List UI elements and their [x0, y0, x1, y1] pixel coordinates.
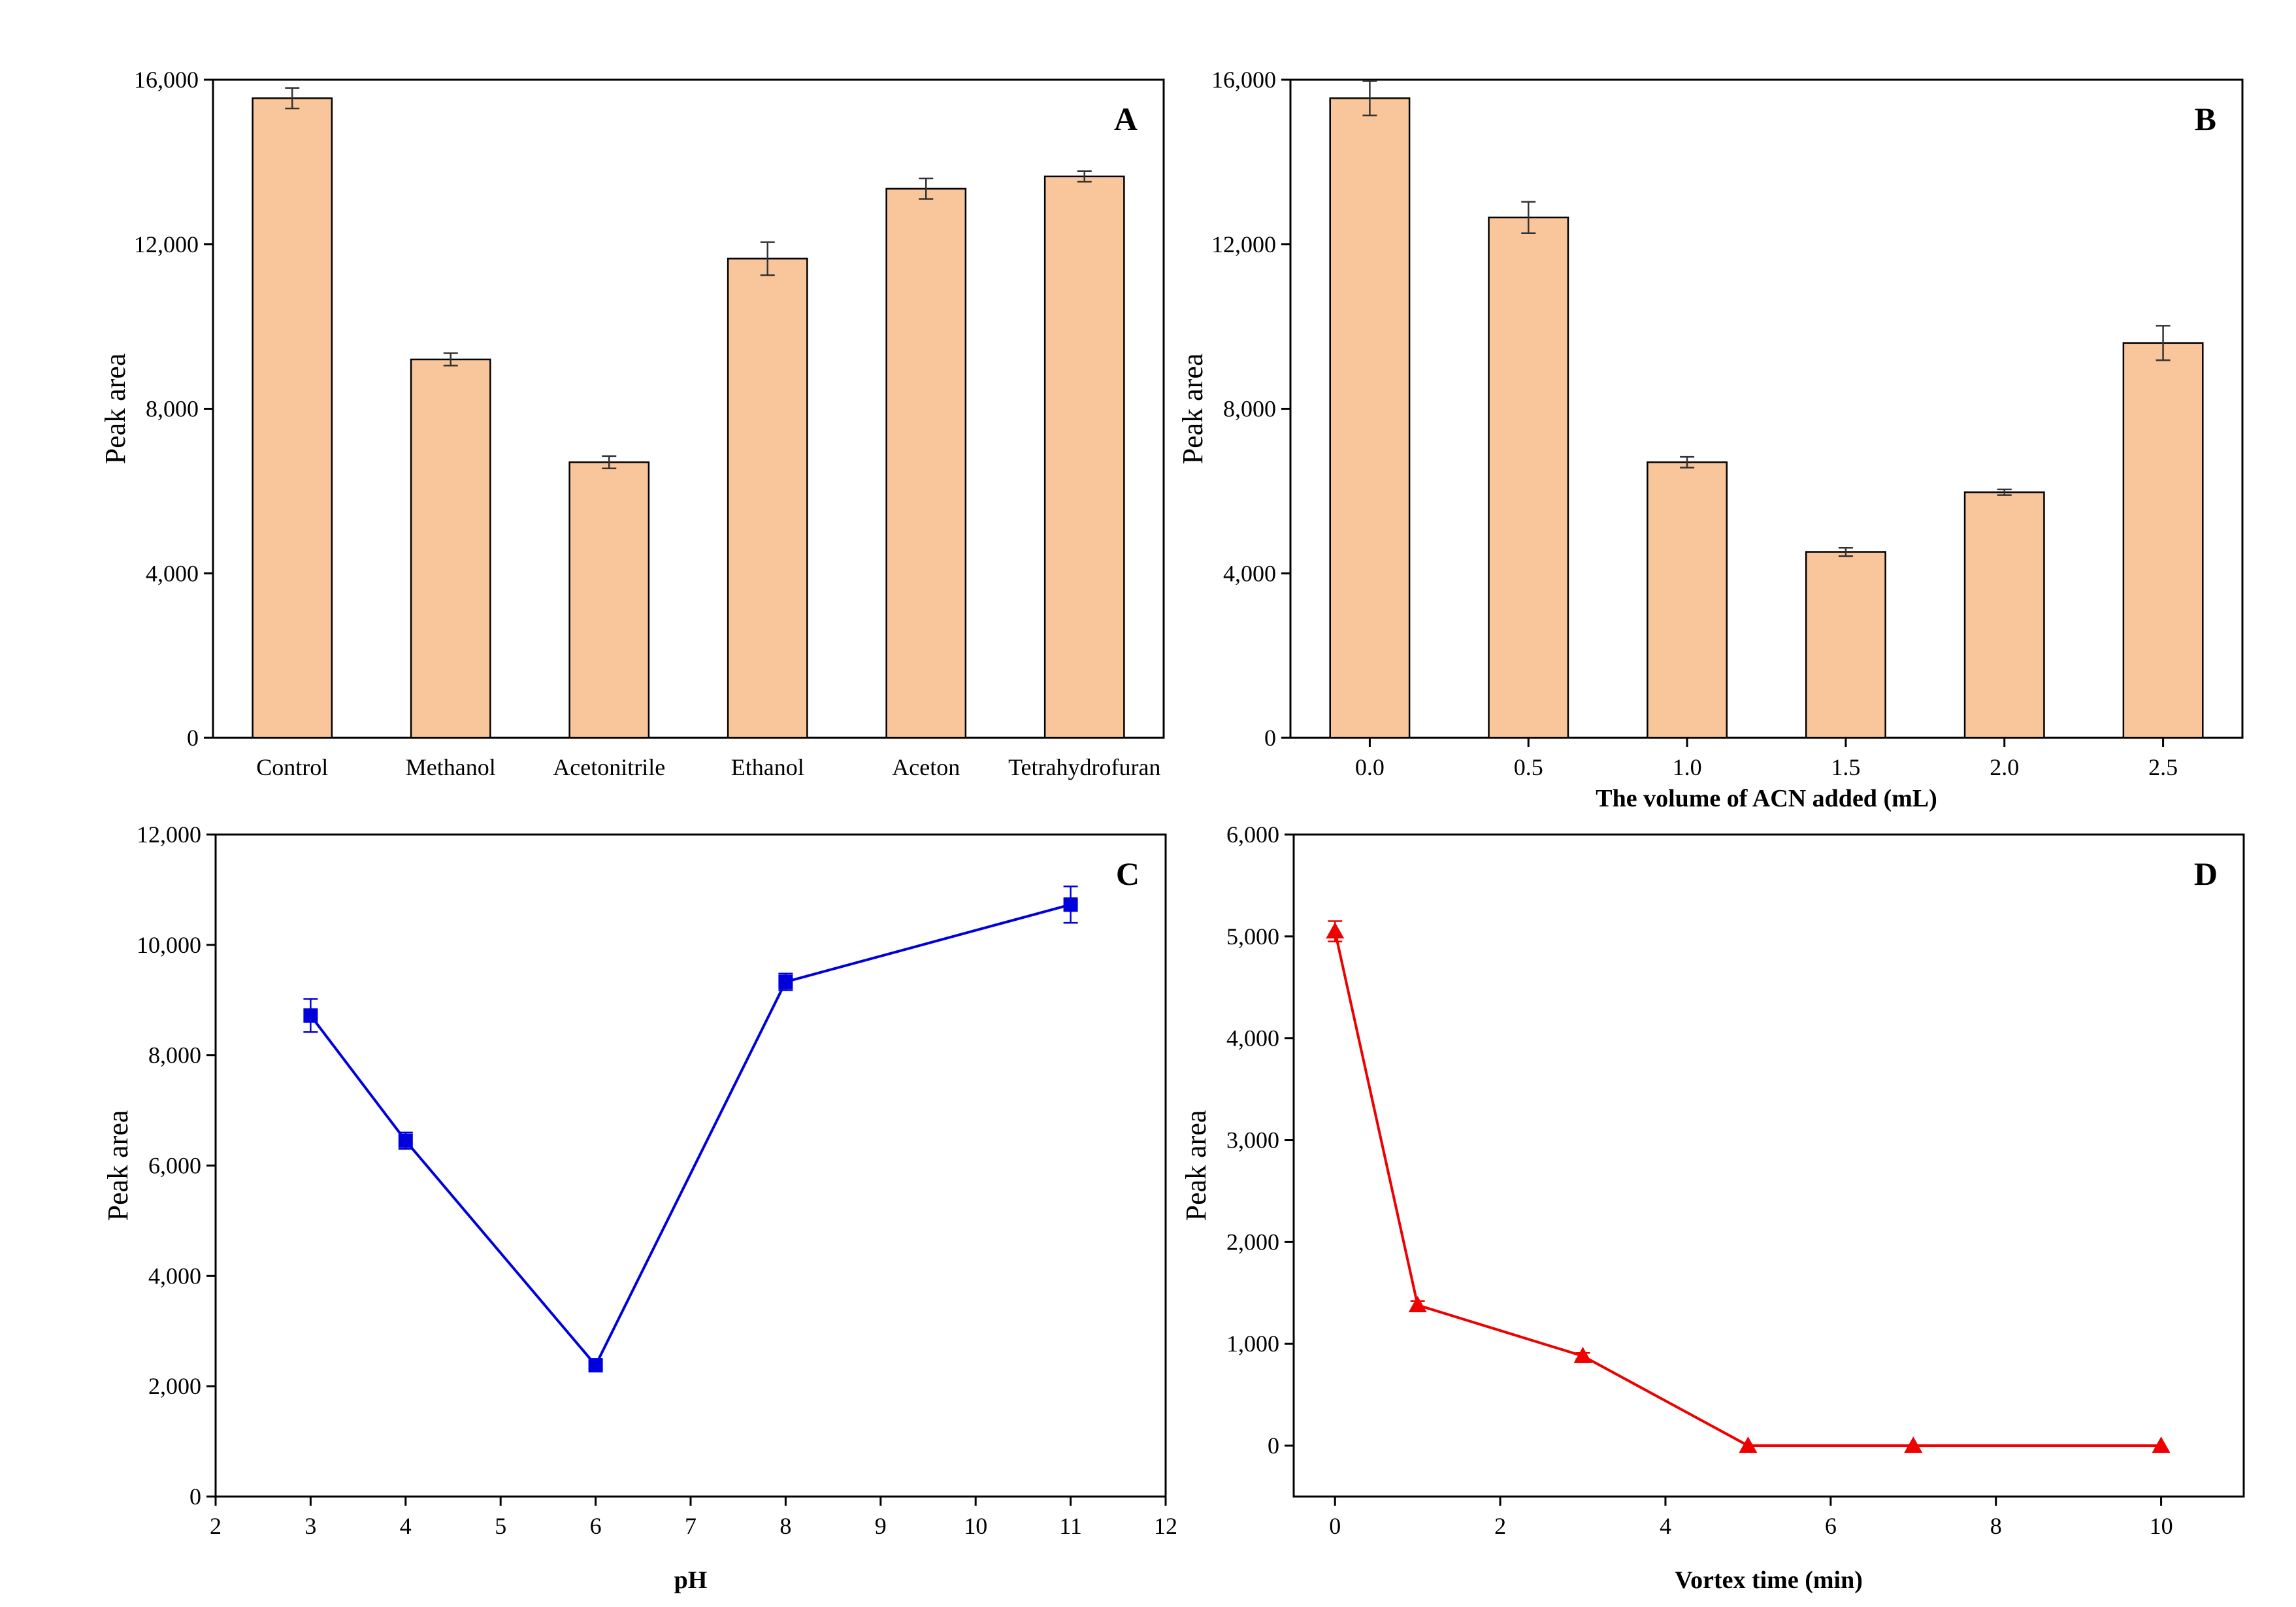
data-point: [398, 1133, 413, 1148]
y-tick-label: 4,000: [146, 560, 199, 586]
data-point: [1739, 1436, 1758, 1453]
x-tick-label: 11: [1059, 1513, 1082, 1539]
x-tick-label: Aceton: [892, 754, 960, 780]
bar: [252, 97, 333, 739]
y-tick-label: 5,000: [1226, 923, 1279, 950]
data-point: [2152, 1436, 2171, 1453]
x-tick-label: Control: [256, 754, 328, 780]
y-axis-title: Peak area: [1180, 1110, 1212, 1221]
x-tick-label: 1.5: [1831, 754, 1860, 780]
y-tick-label: 12,000: [134, 231, 199, 257]
bar: [1805, 551, 1886, 739]
bar: [1488, 216, 1569, 739]
y-tick-label: 8,000: [146, 396, 199, 422]
y-tick-label: 2,000: [1226, 1229, 1279, 1255]
x-tick-label: 2.0: [1990, 754, 2019, 780]
x-tick-label: 7: [685, 1513, 697, 1539]
data-point: [1904, 1436, 1923, 1453]
plot-frame: [1289, 78, 2244, 739]
bar: [568, 461, 650, 739]
x-tick-label: 8: [1990, 1513, 2002, 1539]
y-tick-label: 16,000: [1211, 67, 1276, 93]
x-axis-title: Vortex time (min): [1675, 1566, 1863, 1594]
y-tick-label: 8,000: [148, 1042, 201, 1069]
x-tick-label: 0: [1329, 1513, 1341, 1539]
plot-frame: [1292, 833, 2245, 1498]
y-tick-label: 0: [187, 725, 199, 751]
data-point: [1326, 922, 1345, 939]
data-point: [1573, 1346, 1592, 1363]
y-axis-title: Peak area: [99, 354, 131, 465]
y-tick-label: 4,000: [1223, 560, 1276, 586]
x-tick-label: 10: [964, 1513, 987, 1539]
panel-a: 0 4,000 8,000 12,000 16,000 Peak area A Control…: [99, 67, 1165, 780]
y-tick-label: 6,000: [148, 1153, 201, 1179]
x-tick-label: 12: [1154, 1513, 1177, 1539]
data-point: [1063, 897, 1078, 912]
y-tick-label: 2,000: [148, 1373, 201, 1399]
panel-b: 0 4,000 8,000 12,000 16,000 Peak area B 0.0 0.5 1…: [1177, 67, 2244, 812]
y-tick-label: 10,000: [137, 932, 201, 958]
plot-frame: [214, 833, 1167, 1498]
bar: [885, 188, 967, 739]
x-tick-label: Acetonitrile: [553, 754, 665, 780]
bar: [1329, 97, 1411, 739]
x-axis-title: The volume of ACN added (mL): [1596, 785, 1937, 812]
x-tick-label: 6: [590, 1513, 602, 1539]
x-tick-label: 2: [1494, 1513, 1506, 1539]
series-line: [1334, 931, 2161, 1448]
x-tick-label: 2.5: [2148, 754, 2178, 780]
data-point: [1408, 1296, 1427, 1313]
y-tick-label: 3,000: [1226, 1127, 1279, 1153]
x-axis-title: pH: [674, 1566, 708, 1594]
x-tick-label: 0.0: [1355, 754, 1385, 780]
bar: [1647, 461, 1728, 739]
x-tick-label: 3: [304, 1513, 316, 1539]
y-tick-label: 12,000: [137, 821, 201, 848]
panel-c: 0 2,000 4,000 6,000 8,000 10,000 12,000 Peak ar…: [102, 821, 1177, 1594]
data-point: [303, 1008, 318, 1023]
x-tick-label: Methanol: [406, 754, 496, 780]
y-tick-label: 4,000: [148, 1263, 201, 1289]
bar: [1963, 491, 2045, 739]
y-axis-title: Peak area: [1177, 354, 1209, 465]
y-tick-label: 0: [1268, 1433, 1279, 1459]
bar: [410, 358, 491, 739]
y-tick-label: 12,000: [1211, 231, 1276, 257]
bar: [1043, 175, 1125, 739]
panel-label: A: [1114, 101, 1138, 137]
x-tick-label: Ethanol: [731, 754, 804, 780]
x-tick-label: 4: [400, 1513, 412, 1539]
bar: [2122, 342, 2204, 739]
x-tick-label: 5: [495, 1513, 506, 1539]
x-tick-label: 8: [779, 1513, 791, 1539]
plot-frame: [212, 78, 1165, 739]
y-tick-label: 0: [1264, 725, 1276, 751]
panel-d: 0 1,000 2,000 3,000 4,000 5,000 6,000 Peak area…: [1180, 821, 2245, 1594]
x-tick-label: Tetrahydrofuran: [1008, 754, 1160, 780]
panel-label: C: [1116, 855, 1140, 892]
data-point: [778, 974, 793, 989]
x-tick-label: 9: [875, 1513, 887, 1539]
y-tick-label: 16,000: [134, 67, 199, 93]
x-tick-label: 0.5: [1514, 754, 1543, 780]
x-tick-label: 1.0: [1673, 754, 1702, 780]
data-point: [588, 1358, 603, 1373]
bar: [727, 257, 808, 739]
y-axis-title: Peak area: [102, 1110, 134, 1221]
x-tick-label: 2: [210, 1513, 221, 1539]
panel-label: B: [2195, 101, 2216, 137]
y-tick-label: 0: [189, 1483, 201, 1510]
panel-label: D: [2194, 855, 2218, 892]
y-tick-label: 6,000: [1226, 821, 1279, 848]
x-tick-label: 6: [1825, 1513, 1837, 1539]
series-line: [309, 903, 1072, 1368]
x-tick-label: 4: [1660, 1513, 1671, 1539]
y-tick-label: 1,000: [1226, 1331, 1279, 1357]
x-tick-label: 10: [2150, 1513, 2173, 1539]
y-tick-label: 8,000: [1223, 396, 1276, 422]
y-tick-label: 4,000: [1226, 1025, 1279, 1052]
